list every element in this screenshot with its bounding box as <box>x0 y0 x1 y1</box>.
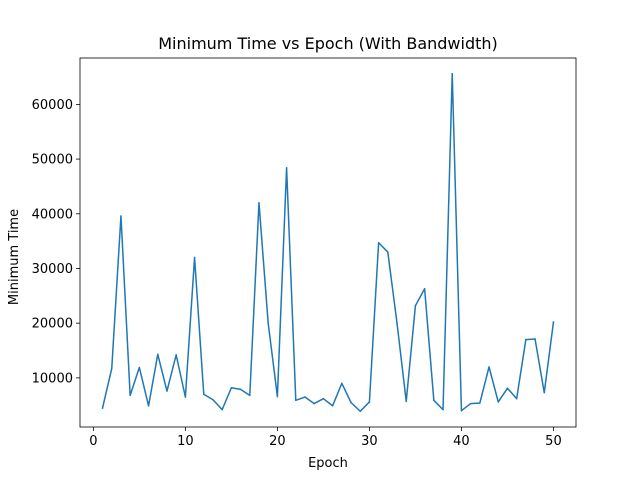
y-axis-label: Minimum Time <box>7 209 22 305</box>
data-point <box>543 391 546 394</box>
data-point <box>433 399 435 402</box>
data-point <box>221 408 223 411</box>
y-tick-label: 60000 <box>32 98 73 113</box>
axes-frame <box>79 57 577 428</box>
data-point <box>239 388 242 391</box>
data-point <box>267 322 269 324</box>
x-tick-label: 30 <box>361 434 378 449</box>
data-point <box>525 338 527 341</box>
data-point <box>249 394 251 397</box>
data-point <box>442 408 444 411</box>
chart-title: Minimum Time vs Epoch (With Bandwidth) <box>158 34 498 53</box>
data-point <box>276 395 279 398</box>
data-point <box>405 400 407 403</box>
data-point <box>534 338 536 340</box>
data-point <box>203 393 205 396</box>
plot-area: 0 10 20 30 40 50 10000 20000 30000 40000 50000 6000… <box>32 57 577 449</box>
x-tick-label: 20 <box>269 434 286 449</box>
data-point <box>331 405 334 407</box>
data-point <box>313 402 315 405</box>
data-point <box>175 354 177 356</box>
data-point <box>184 396 187 398</box>
data-point <box>341 382 343 385</box>
data-point <box>138 366 141 369</box>
x-axis-label: Epoch <box>308 456 348 471</box>
data-point <box>359 410 361 412</box>
y-tick-label: 20000 <box>32 317 73 332</box>
data-point <box>322 397 325 400</box>
data-point <box>295 399 297 402</box>
data-point <box>230 386 233 389</box>
y-tick-label: 40000 <box>32 207 73 222</box>
x-tick-label: 40 <box>453 434 470 449</box>
data-point <box>212 399 214 401</box>
data-point <box>414 304 417 307</box>
data-point <box>377 242 380 244</box>
data-point <box>506 387 509 390</box>
series-line-0 <box>101 73 555 412</box>
x-tick-label: 10 <box>177 434 194 449</box>
data-point <box>387 251 389 253</box>
data-point <box>157 353 159 356</box>
data-point <box>479 402 481 404</box>
y-tick-label: 50000 <box>32 153 73 168</box>
x-tick-label: 0 <box>89 434 97 449</box>
data-point <box>258 202 260 204</box>
data-point <box>368 401 371 403</box>
data-point <box>304 396 306 398</box>
data-point <box>497 401 499 403</box>
data-point <box>147 405 150 407</box>
data-point <box>166 390 168 392</box>
data-point <box>193 256 196 259</box>
data-point <box>469 402 472 405</box>
data-point <box>129 394 131 397</box>
data-point <box>460 409 463 412</box>
data-point <box>552 321 555 323</box>
data-point <box>515 397 518 400</box>
data-point <box>350 401 352 404</box>
data-point <box>451 73 453 75</box>
y-tick-label: 10000 <box>32 371 73 386</box>
data-point <box>423 287 426 290</box>
data-point <box>120 215 122 217</box>
data-point <box>101 407 104 409</box>
y-tick-label: 30000 <box>32 262 73 277</box>
data-point <box>488 366 490 368</box>
data-point <box>396 322 398 324</box>
data-point <box>285 167 288 169</box>
x-tick-label: 50 <box>545 434 562 449</box>
data-point <box>110 367 113 370</box>
